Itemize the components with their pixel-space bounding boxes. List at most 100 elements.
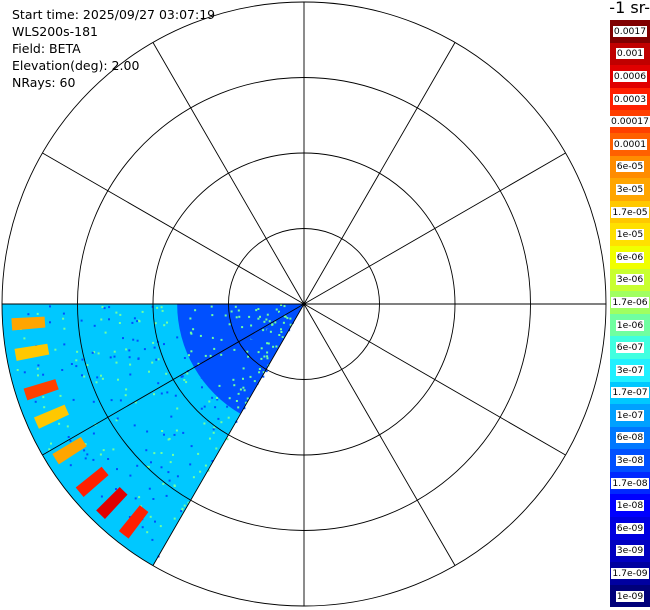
speckle bbox=[198, 352, 201, 355]
speckle bbox=[180, 510, 183, 513]
radial-spoke bbox=[152, 303, 305, 566]
speckle bbox=[246, 397, 249, 400]
speckle bbox=[268, 320, 271, 323]
speckle bbox=[97, 352, 100, 355]
colorbar-cell: 1.7e-06 bbox=[610, 291, 650, 314]
speckle bbox=[59, 394, 62, 397]
speckle bbox=[131, 321, 134, 324]
speckle bbox=[91, 351, 94, 354]
speckle bbox=[258, 365, 261, 368]
speckle bbox=[233, 384, 236, 387]
speckle bbox=[92, 432, 95, 435]
speckle bbox=[257, 308, 260, 310]
speckle bbox=[100, 318, 103, 321]
speckle bbox=[260, 359, 263, 362]
speckle bbox=[186, 372, 189, 375]
speckle bbox=[190, 445, 193, 448]
colorbar-cell: 3e-05 bbox=[610, 178, 650, 201]
speckle bbox=[279, 312, 282, 315]
speckle bbox=[128, 349, 131, 352]
speckle bbox=[188, 328, 191, 331]
speckle bbox=[49, 305, 51, 308]
speckle bbox=[146, 465, 149, 468]
speckle bbox=[63, 327, 66, 330]
speckle bbox=[23, 337, 26, 340]
speckle bbox=[167, 438, 170, 441]
speckle bbox=[224, 314, 227, 317]
speckle bbox=[122, 337, 124, 340]
speckle bbox=[203, 422, 206, 425]
speckle bbox=[212, 349, 215, 352]
speckle bbox=[147, 465, 150, 468]
speckle bbox=[258, 371, 261, 374]
speckle bbox=[185, 381, 188, 384]
speckle bbox=[209, 354, 212, 357]
speckle bbox=[271, 323, 274, 326]
colorbar-label: 0.0006 bbox=[612, 70, 648, 82]
speckle bbox=[261, 305, 263, 308]
start-time-text: Start time: 2025/09/27 03:07:19 bbox=[12, 7, 216, 22]
speckle bbox=[228, 323, 231, 326]
speckle bbox=[115, 361, 118, 364]
speckle bbox=[289, 325, 292, 328]
speckle bbox=[176, 407, 179, 410]
speckle bbox=[173, 484, 176, 487]
speckle bbox=[257, 332, 260, 335]
field-text: Field: BETA bbox=[12, 41, 81, 56]
speckle bbox=[223, 361, 226, 364]
speckle bbox=[92, 400, 95, 403]
speckle bbox=[125, 388, 128, 391]
speckle bbox=[165, 372, 168, 375]
speckle bbox=[197, 362, 200, 365]
elevation-text: Elevation(deg): 2.00 bbox=[12, 58, 140, 73]
speckle bbox=[159, 525, 162, 528]
colorbar-cell: 6e-09 bbox=[610, 517, 650, 540]
speckle bbox=[258, 368, 261, 370]
speckle bbox=[272, 345, 275, 348]
speckle bbox=[238, 321, 241, 324]
speckle bbox=[203, 405, 206, 408]
speckle bbox=[163, 433, 165, 436]
speckle bbox=[275, 345, 278, 348]
speckle bbox=[251, 308, 254, 311]
speckle bbox=[108, 318, 110, 321]
speckle bbox=[103, 307, 106, 310]
speckle bbox=[194, 309, 197, 312]
speckle bbox=[266, 313, 269, 316]
speckle bbox=[242, 386, 245, 389]
speckle bbox=[226, 405, 229, 408]
speckle bbox=[274, 321, 277, 324]
speckle bbox=[235, 400, 238, 402]
speckle bbox=[265, 370, 268, 373]
feature-cell bbox=[11, 316, 46, 331]
speckle bbox=[266, 355, 269, 358]
speckle bbox=[37, 364, 40, 367]
colorbar-label: 1e-09 bbox=[615, 590, 645, 602]
speckle bbox=[161, 430, 164, 432]
speckle bbox=[215, 309, 218, 312]
speckle bbox=[86, 364, 89, 367]
speckle bbox=[209, 437, 211, 440]
speckle bbox=[112, 448, 115, 451]
speckle bbox=[99, 453, 102, 456]
speckle bbox=[226, 438, 229, 441]
speckle bbox=[190, 350, 193, 353]
speckle bbox=[182, 431, 185, 434]
speckle bbox=[174, 394, 177, 397]
speckle bbox=[192, 476, 195, 479]
speckle bbox=[232, 338, 235, 341]
colorbar-label: 0.0001 bbox=[612, 138, 648, 150]
colorbar-cell: 0.001 bbox=[610, 42, 650, 66]
speckle bbox=[189, 463, 192, 466]
speckle bbox=[151, 361, 154, 364]
colorbar-cell: 1e-07 bbox=[610, 404, 650, 427]
speckle bbox=[190, 332, 193, 335]
colorbar-cell: 0.0001 bbox=[610, 132, 650, 156]
speckle bbox=[210, 305, 213, 308]
speckle bbox=[220, 338, 223, 341]
speckle bbox=[70, 363, 73, 365]
speckle bbox=[116, 417, 119, 420]
speckle bbox=[247, 346, 250, 349]
speckle bbox=[115, 419, 118, 422]
speckle bbox=[101, 306, 104, 308]
